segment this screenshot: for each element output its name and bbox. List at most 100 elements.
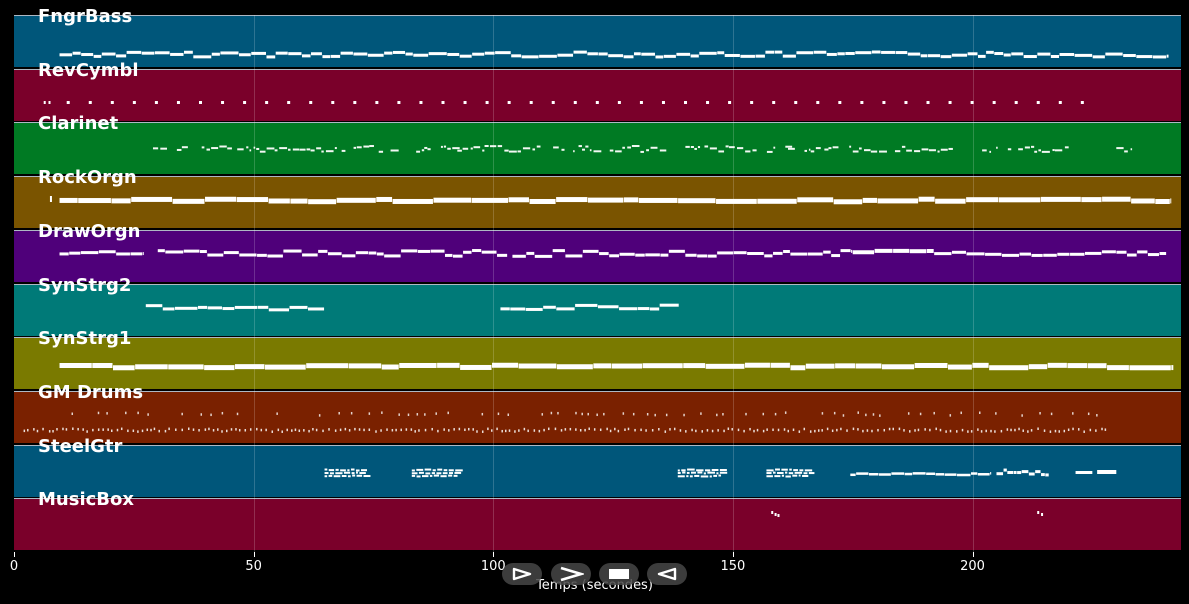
- note: [798, 430, 801, 433]
- note: [828, 147, 832, 150]
- note: [501, 429, 503, 433]
- note: [268, 198, 290, 204]
- note: [948, 100, 952, 104]
- note: [355, 250, 369, 254]
- note: [582, 249, 599, 253]
- note: [348, 428, 351, 432]
- track-label: RockOrgn: [38, 167, 137, 189]
- note: [879, 150, 887, 153]
- note: [253, 147, 256, 150]
- note: [260, 428, 263, 432]
- note: [1010, 428, 1012, 432]
- note: [957, 473, 971, 476]
- note: [473, 146, 481, 149]
- note: [755, 54, 765, 58]
- note: [93, 54, 102, 58]
- note: [448, 468, 454, 471]
- note: [970, 429, 973, 433]
- note: [690, 146, 694, 149]
- note: [518, 429, 520, 432]
- stop-button[interactable]: [599, 563, 639, 585]
- note: [367, 53, 384, 57]
- note: [292, 148, 299, 151]
- note: [356, 474, 363, 477]
- note: [678, 198, 716, 204]
- note: [637, 306, 650, 310]
- note: [821, 412, 824, 415]
- track-revcymbl: RevCymbl: [14, 60, 1181, 121]
- note: [101, 52, 116, 56]
- x-axis: 0 50 100 150 200: [10, 552, 1181, 582]
- note: [497, 253, 508, 257]
- note: [88, 100, 92, 104]
- note: [440, 146, 443, 149]
- note: [359, 471, 366, 474]
- track-label: RevCymbl: [38, 59, 139, 81]
- note: [290, 198, 308, 204]
- note: [766, 428, 768, 431]
- note: [980, 430, 983, 433]
- note: [994, 52, 1004, 56]
- forward-button[interactable]: [551, 563, 591, 585]
- x-tick-label: 200: [960, 559, 985, 574]
- note: [445, 253, 453, 257]
- note: [59, 198, 78, 204]
- playback-controls: [0, 563, 1189, 587]
- note: [704, 145, 709, 148]
- note: [1058, 100, 1062, 104]
- note: [521, 55, 539, 59]
- note: [948, 364, 972, 370]
- note: [766, 474, 773, 477]
- note: [322, 55, 331, 59]
- note: [59, 363, 92, 369]
- note: [863, 149, 871, 152]
- note: [543, 428, 545, 432]
- note: [977, 472, 990, 476]
- note: [43, 100, 46, 104]
- note: [1089, 428, 1092, 432]
- track-label: SynStrg2: [38, 274, 132, 296]
- note: [725, 145, 729, 148]
- note: [891, 471, 905, 475]
- note: [72, 427, 74, 430]
- note: [609, 254, 620, 258]
- note: [831, 429, 834, 432]
- note: [414, 430, 416, 433]
- note: [659, 303, 679, 307]
- note: [695, 429, 697, 433]
- note: [866, 429, 869, 432]
- note: [773, 251, 783, 255]
- note: [529, 199, 556, 205]
- note: [632, 412, 635, 416]
- note: [658, 427, 660, 431]
- note: [97, 428, 100, 431]
- note: [92, 428, 94, 432]
- note: [669, 427, 671, 431]
- note: [334, 429, 337, 432]
- note: [325, 150, 334, 153]
- play-button[interactable]: [502, 563, 542, 585]
- note: [145, 303, 163, 307]
- note: [1031, 146, 1035, 149]
- note: [361, 468, 367, 471]
- note: [821, 429, 823, 432]
- note: [882, 100, 886, 104]
- note: [353, 100, 357, 104]
- note: [36, 429, 39, 433]
- note: [257, 305, 269, 309]
- note: [1050, 54, 1060, 58]
- note: [706, 100, 710, 104]
- note: [817, 429, 820, 432]
- track-label: DrawOrgn: [38, 220, 141, 242]
- note: [718, 474, 722, 477]
- note: [443, 146, 447, 149]
- note: [581, 412, 583, 416]
- note: [271, 430, 274, 433]
- note: [881, 364, 915, 370]
- rewind-button[interactable]: [647, 563, 687, 585]
- note: [645, 253, 660, 257]
- note: [966, 252, 985, 256]
- note: [344, 427, 347, 431]
- note: [199, 249, 207, 253]
- note: [208, 427, 210, 431]
